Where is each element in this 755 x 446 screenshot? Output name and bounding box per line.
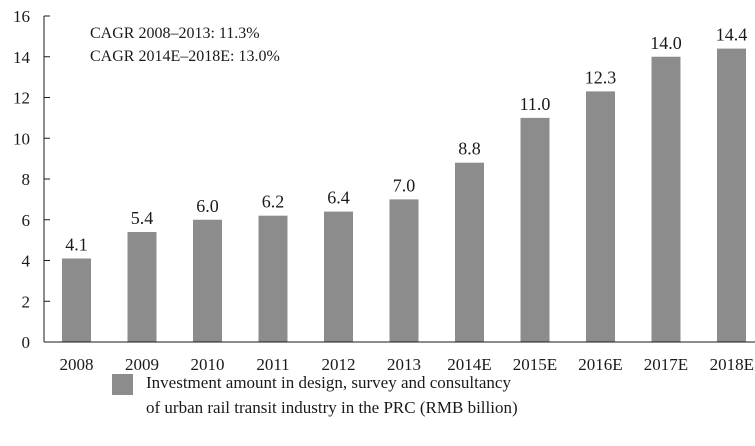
x-tick-label-2014E: 2014E: [447, 355, 491, 374]
bars: 4.1 5.4 6.0 6.2 6.4 7.0 8.8 11.0 12.3 14.0 14.4: [62, 25, 747, 342]
x-tick-label-2010: 2010: [191, 355, 225, 374]
y-tick-label: 2: [22, 292, 31, 311]
x-tick-label-2016E: 2016E: [578, 355, 622, 374]
y-tick-label: 12: [13, 89, 30, 108]
bar-2018E: [717, 48, 746, 342]
x-tick-label-2009: 2009: [125, 355, 159, 374]
x-tick-label-2012: 2012: [322, 355, 356, 374]
y-tick-label: 14: [13, 48, 31, 67]
data-label-2013: 7.0: [393, 175, 416, 195]
data-label-2014E: 8.8: [458, 139, 481, 159]
legend-label: Investment amount in design, survey and …: [146, 370, 706, 420]
x-tick-label-2013: 2013: [387, 355, 421, 374]
data-label-2009: 5.4: [131, 208, 154, 228]
x-tick-label-2015E: 2015E: [513, 355, 557, 374]
data-label-2015E: 11.0: [520, 94, 551, 114]
bar-2016E: [586, 91, 615, 342]
data-label-2018E: 14.4: [716, 25, 748, 45]
y-tick-label: 8: [22, 170, 31, 189]
bar-2013: [389, 199, 419, 342]
data-label-2008: 4.1: [65, 234, 88, 254]
legend-swatch: [112, 374, 133, 395]
bar-2010: [193, 219, 222, 342]
y-tick-label: 4: [22, 252, 31, 271]
cagr-2014e-2018e-note: CAGR 2014E–2018E: 13.0%: [90, 48, 280, 65]
bar-2017E: [651, 56, 681, 342]
cagr-annotations: CAGR 2008–2013: 11.3% CAGR 2014E–2018E: …: [90, 25, 280, 65]
y-tick-label: 10: [13, 129, 30, 148]
bar-2008: [62, 258, 91, 342]
bar-2011: [258, 215, 288, 342]
bar-2014E: [455, 162, 484, 342]
x-tick-label-2011: 2011: [256, 355, 289, 374]
y-tick-label: 0: [22, 333, 31, 352]
x-tick-label-2008: 2008: [60, 355, 94, 374]
data-label-2011: 6.2: [262, 192, 285, 212]
data-label-2017E: 14.0: [650, 33, 682, 53]
bar-2015E: [520, 117, 550, 342]
x-tick-label-2018E: 2018E: [710, 355, 754, 374]
y-tick-label: 6: [22, 211, 31, 230]
bar-2009: [127, 231, 157, 342]
x-axis: 2008 2009 2010 2011 2012 2013 2014E 2015E 2016E 2…: [44, 341, 755, 374]
y-tick-label: 16: [13, 7, 30, 26]
x-tick-label-2017E: 2017E: [644, 355, 688, 374]
data-label-2012: 6.4: [327, 188, 350, 208]
data-label-2010: 6.0: [196, 196, 219, 216]
data-label-2016E: 12.3: [585, 67, 617, 87]
y-axis: 0 2 4 6 8 10 12 14 16: [13, 7, 50, 352]
cagr-2008-2013-note: CAGR 2008–2013: 11.3%: [90, 25, 260, 42]
bar-2012: [324, 211, 353, 342]
legend-label-line-2: of urban rail transit industry in the PR…: [146, 398, 518, 417]
legend-label-line-1: Investment amount in design, survey and …: [146, 373, 511, 392]
